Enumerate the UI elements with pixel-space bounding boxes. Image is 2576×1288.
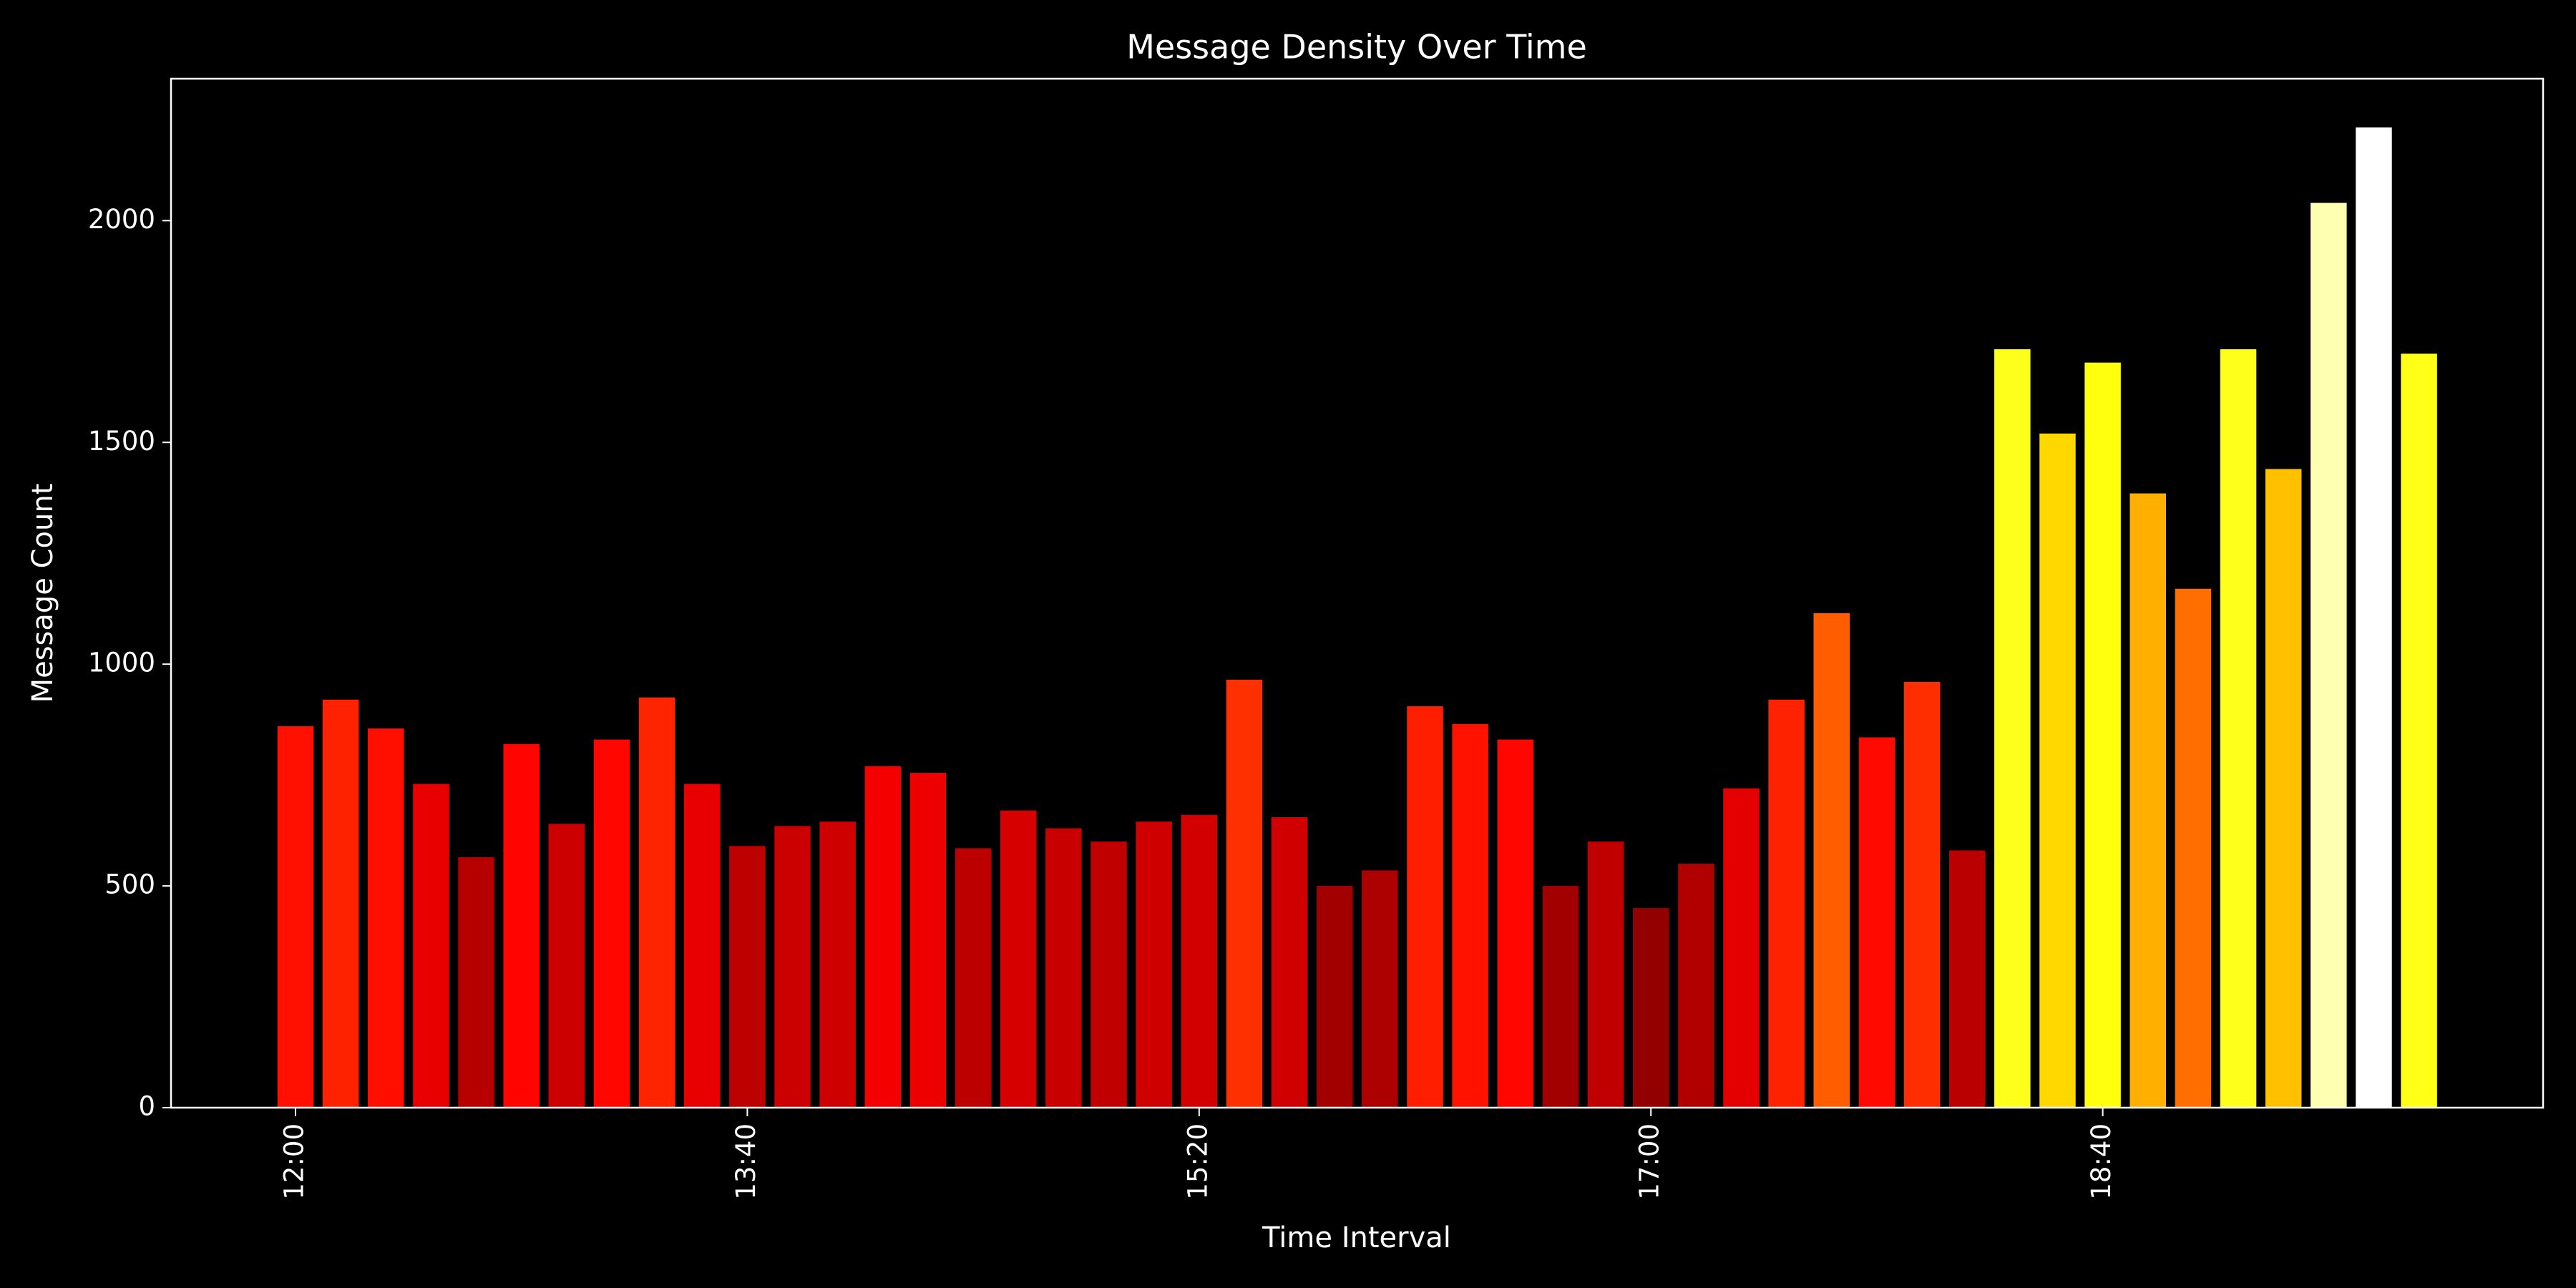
bar [2311, 203, 2347, 1108]
bar [1181, 814, 1218, 1108]
bar [1542, 886, 1579, 1108]
bar [774, 826, 811, 1108]
bar [503, 743, 540, 1108]
bar [1362, 870, 1398, 1108]
bar [955, 848, 992, 1108]
bar [322, 699, 359, 1108]
bar [729, 846, 766, 1108]
bar [1632, 908, 1669, 1108]
bar [2356, 127, 2392, 1108]
bar [1858, 737, 1896, 1108]
bar [1813, 613, 1850, 1108]
bar [1768, 699, 1805, 1108]
y-tick-label: 2000 [88, 204, 155, 235]
bar [1091, 841, 1127, 1108]
bar [1497, 739, 1534, 1108]
bar [1994, 349, 2031, 1108]
bar [458, 857, 494, 1108]
bar [2265, 469, 2302, 1108]
x-tick-label: 12:00 [279, 1123, 310, 1200]
bar [2084, 362, 2121, 1108]
bar [413, 784, 449, 1108]
x-tick-label: 15:20 [1182, 1123, 1213, 1200]
bar [2129, 493, 2166, 1108]
x-axis-label: Time Interval [1262, 1221, 1451, 1254]
bar [2039, 433, 2076, 1108]
bar [1723, 788, 1760, 1108]
bar [684, 784, 721, 1108]
bar [909, 773, 947, 1108]
bar [1587, 841, 1624, 1108]
bar [548, 824, 585, 1108]
bar [1271, 817, 1308, 1108]
bar [1903, 681, 1941, 1108]
bar [2175, 588, 2212, 1108]
bar [368, 728, 404, 1108]
x-tick-label: 17:00 [1634, 1123, 1665, 1200]
bar [1226, 679, 1263, 1108]
bar [638, 697, 675, 1108]
bar [1407, 706, 1443, 1108]
bar [2220, 349, 2257, 1108]
x-tick-label: 18:40 [2086, 1123, 2117, 1200]
bar [819, 821, 856, 1108]
x-tick-label: 13:40 [731, 1123, 761, 1200]
bar [593, 739, 630, 1108]
bar [1452, 723, 1488, 1108]
chart-title: Message Density Over Time [1126, 28, 1587, 67]
bar [1316, 886, 1353, 1108]
y-tick-label: 500 [104, 869, 155, 900]
bar [864, 766, 902, 1108]
y-tick-label: 0 [138, 1091, 155, 1122]
bar [1136, 821, 1172, 1108]
bar [2401, 353, 2437, 1108]
bar [1678, 864, 1714, 1108]
bar [277, 726, 314, 1108]
bar [1000, 810, 1037, 1108]
y-axis-label: Message Count [26, 484, 59, 703]
bar [1045, 828, 1082, 1108]
y-tick-label: 1000 [88, 648, 155, 678]
plot-frame [170, 77, 2545, 1109]
y-tick-label: 1500 [88, 426, 155, 457]
bar [1948, 850, 1986, 1108]
